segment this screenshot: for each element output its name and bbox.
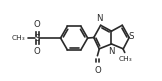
Text: O: O (34, 47, 41, 56)
Text: O: O (94, 66, 101, 75)
Text: N: N (108, 47, 115, 56)
Text: N: N (97, 14, 103, 23)
Text: S: S (35, 34, 40, 43)
Text: S: S (129, 32, 134, 41)
Text: CH₃: CH₃ (118, 56, 132, 62)
Text: CH₃: CH₃ (12, 35, 25, 41)
Text: O: O (34, 20, 41, 29)
